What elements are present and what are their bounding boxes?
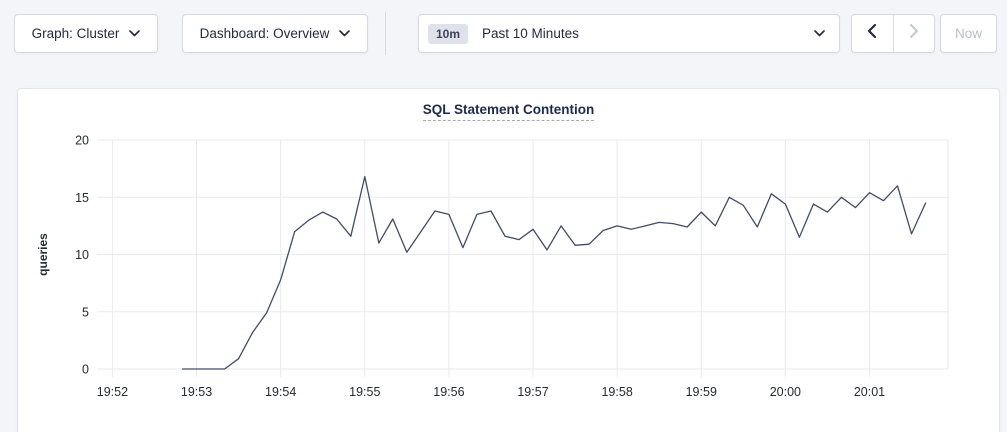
x-tick-label: 19:59 xyxy=(686,385,717,399)
y-tick-label: 0 xyxy=(82,363,89,377)
x-tick-label: 19:52 xyxy=(97,385,128,399)
x-tick-label: 19:56 xyxy=(433,385,464,399)
time-window-arrows xyxy=(851,14,935,53)
x-tick-label: 20:00 xyxy=(770,385,801,399)
y-tick-label: 15 xyxy=(75,191,89,205)
time-range-label: Past 10 Minutes xyxy=(482,26,579,41)
time-range-badge: 10m xyxy=(428,23,469,44)
x-tick-label: 20:01 xyxy=(854,385,885,399)
next-time-window-button[interactable] xyxy=(892,15,935,52)
chart-title-row: SQL Statement Contention xyxy=(18,101,999,121)
graph-dropdown[interactable]: Graph: Cluster xyxy=(14,14,158,53)
chevron-left-icon xyxy=(867,23,877,44)
chevron-down-icon xyxy=(814,30,825,37)
dashboard-dropdown-label: Dashboard: Overview xyxy=(199,26,330,41)
y-tick-label: 5 xyxy=(82,305,89,319)
chart-title[interactable]: SQL Statement Contention xyxy=(422,102,595,121)
chevron-down-icon xyxy=(339,30,351,37)
chevron-right-icon xyxy=(909,23,919,44)
chevron-down-icon xyxy=(129,30,141,37)
x-tick-label: 19:55 xyxy=(349,385,380,399)
y-axis-label: queries xyxy=(36,233,50,276)
chart-card: SQL Statement Contention xyxy=(17,88,1000,432)
toolbar: Graph: Cluster Dashboard: Overview 10m P… xyxy=(0,0,1007,70)
x-tick-label: 19:54 xyxy=(265,385,296,399)
y-tick-label: 10 xyxy=(75,248,89,262)
dashboard-dropdown[interactable]: Dashboard: Overview xyxy=(182,14,368,53)
prev-time-window-button[interactable] xyxy=(852,15,893,52)
y-tick-label: 20 xyxy=(75,134,89,148)
now-button[interactable]: Now xyxy=(940,14,997,53)
time-range-picker[interactable]: 10m Past 10 Minutes xyxy=(418,14,840,53)
x-tick-label: 19:57 xyxy=(517,385,548,399)
toolbar-divider xyxy=(385,12,386,55)
now-button-label: Now xyxy=(954,26,982,41)
graph-dropdown-label: Graph: Cluster xyxy=(31,26,120,41)
x-tick-label: 19:53 xyxy=(181,385,212,399)
line-series-queries[interactable] xyxy=(181,175,927,370)
x-tick-label: 19:58 xyxy=(601,385,632,399)
